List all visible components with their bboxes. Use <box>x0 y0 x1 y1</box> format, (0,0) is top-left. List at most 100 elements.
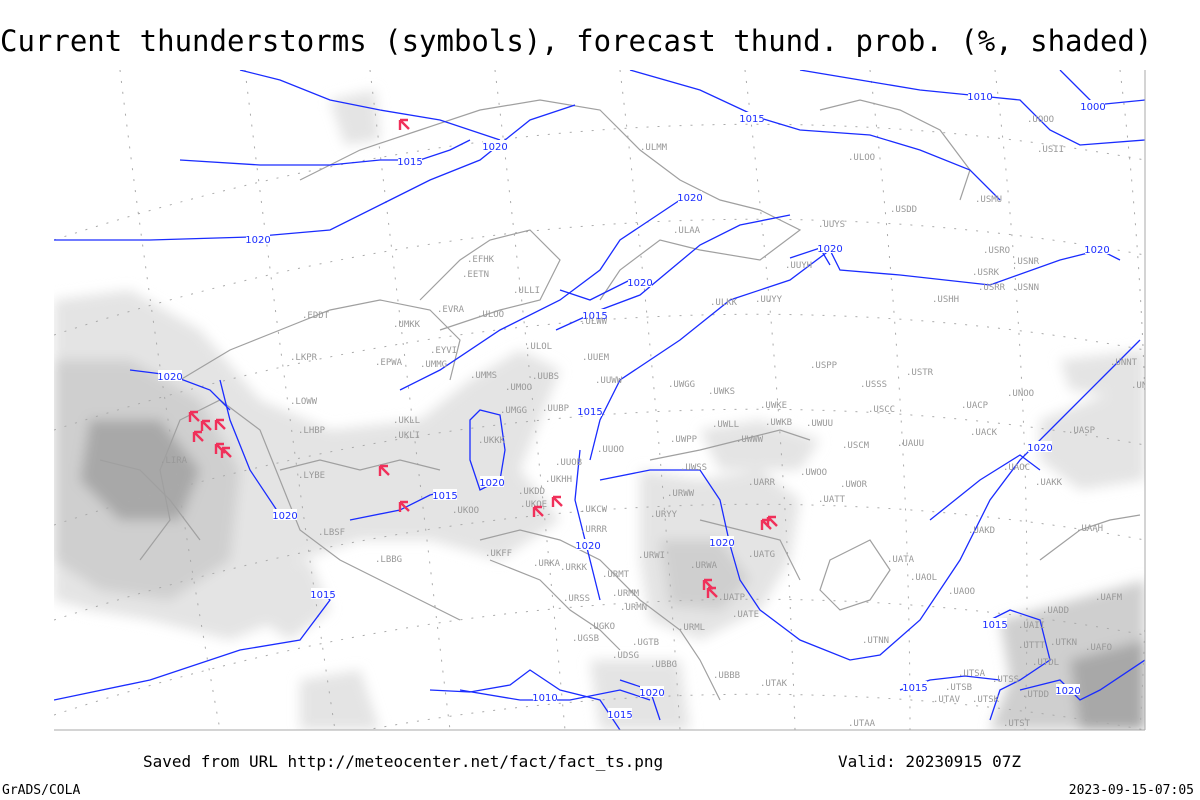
meridian-line <box>119 70 221 730</box>
isobar-label: 1020 <box>1027 443 1052 454</box>
probability-area <box>300 670 380 730</box>
isobar-label-bg <box>1085 243 1109 254</box>
station-label: .URYY <box>650 510 678 520</box>
station-label: .UATT <box>818 495 846 505</box>
thunderstorm-symbol <box>214 418 226 430</box>
station-label: .LYBE <box>298 471 325 481</box>
isobar-label: 1015 <box>982 620 1007 631</box>
station-label: .UWGG <box>668 380 695 390</box>
probability-area <box>1040 380 1145 490</box>
station-label: .UWWW <box>736 435 764 445</box>
station-label: .UUBP <box>542 404 570 414</box>
thunderstorm-symbols <box>188 118 778 598</box>
isobar-label-bg <box>818 242 842 253</box>
station-label: .UUYS <box>818 220 845 230</box>
station-label: .ULOO <box>848 153 875 163</box>
station-label: .LHBP <box>298 426 326 436</box>
station-label: .USRO <box>983 246 1010 256</box>
probability-area <box>330 90 380 145</box>
station-label: .UUYH <box>785 261 812 271</box>
isobar-line <box>1019 659 1145 701</box>
isobar-label-bg <box>1056 684 1080 695</box>
station-label: .UTAV <box>933 695 961 705</box>
station-label: .ULMM <box>640 143 668 153</box>
station-label: .UWLL <box>712 420 739 430</box>
thunderstorm-symbol <box>551 495 563 507</box>
isobar-label: 1020 <box>627 278 652 289</box>
station-label: .USRR <box>978 283 1006 293</box>
isobar-label: 1020 <box>479 478 504 489</box>
isobar-line <box>469 409 506 491</box>
station-label: .UTNN <box>862 636 889 646</box>
station-label: .URMT <box>602 570 630 580</box>
station-label: .URML <box>678 623 705 633</box>
isobar-labels: 1020 1015 1020 1015 1010 1000 1015 1020 1015 1020… <box>157 90 1110 721</box>
station-label: .UUOO <box>597 445 624 455</box>
station-label: .UDSG <box>612 651 639 661</box>
station-label: .URKK <box>560 563 588 573</box>
station-label: .UAKD <box>968 526 995 536</box>
station-label: .USPP <box>810 361 838 371</box>
station-label: .UATG <box>748 550 775 560</box>
isobar-label-bg <box>480 476 504 487</box>
isobar-label-bg <box>583 309 607 320</box>
station-label: .UBBB <box>713 671 740 681</box>
station-label: .UWOO <box>800 468 827 478</box>
station-label: .URWI <box>638 551 665 561</box>
station-label: .UAAH <box>1076 524 1103 534</box>
station-label: .USTR <box>906 368 934 378</box>
probability-area <box>660 540 750 610</box>
station-label: .UATP <box>718 593 746 603</box>
station-label: .UAFO <box>1085 643 1112 653</box>
station-label: .USRK <box>972 268 1000 278</box>
coastline <box>489 559 621 651</box>
isobar-label: 1015 <box>432 491 457 502</box>
station-label: .UWUU <box>806 419 833 429</box>
thunderstorm-symbol <box>398 500 410 512</box>
isobar-label: 1020 <box>272 511 297 522</box>
isobar-label-bg <box>1028 441 1052 452</box>
station-label: .URWW <box>667 489 695 499</box>
coastline <box>419 229 561 331</box>
station-label: .USNR <box>1012 257 1040 267</box>
isobar-label-bg <box>433 489 457 500</box>
isobar-label: 1020 <box>1055 686 1080 697</box>
station-label: .UTSK <box>972 695 1000 705</box>
isobar-line <box>219 379 281 516</box>
station-label: .UUWW <box>595 376 623 386</box>
meridian-line <box>869 70 911 730</box>
station-label: .UTSA <box>958 669 986 679</box>
station-label: .UKKK <box>478 436 506 446</box>
isobar-line <box>799 70 1145 146</box>
station-label: .URMN <box>620 603 647 613</box>
isobar-label-bg <box>740 112 764 123</box>
isobar-line <box>1059 70 1145 106</box>
station-label: .UTSB <box>945 683 972 693</box>
station-label: .UKOO <box>452 506 479 516</box>
probability-area <box>1060 350 1145 400</box>
lat-lon-grid <box>54 70 1145 730</box>
station-label: .UGKO <box>588 622 615 632</box>
station-label: .UMMG <box>420 360 447 370</box>
station-labels: .ULMM .ULOO .USDD .UOOO .USII .USMU .UUYS .ULAA… <box>160 115 1145 729</box>
thunderstorm-symbol <box>766 515 778 527</box>
station-label: .UTDD <box>1022 690 1049 700</box>
isobar-label-bg <box>311 588 335 599</box>
station-label: .UUBS <box>532 372 559 382</box>
station-label: .UOOO <box>1027 115 1054 125</box>
coastline <box>279 459 441 471</box>
thunderstorm-symbol <box>220 446 232 458</box>
isobar-label-bg <box>983 618 1007 629</box>
isobar-label: 1015 <box>310 590 335 601</box>
isobar-label-bg <box>640 686 664 697</box>
station-label: .URSS <box>563 594 590 604</box>
station-label: .ULOO <box>477 310 504 320</box>
station-label: .UATA <box>887 555 915 565</box>
isobar-label-bg <box>158 370 182 381</box>
isobar-label: 1020 <box>482 142 507 153</box>
station-label: .LKPR <box>290 353 318 363</box>
station-label: .UTSS <box>992 675 1019 685</box>
station-label: .ULAA <box>673 226 701 236</box>
isobar-label: 1010 <box>967 92 992 103</box>
